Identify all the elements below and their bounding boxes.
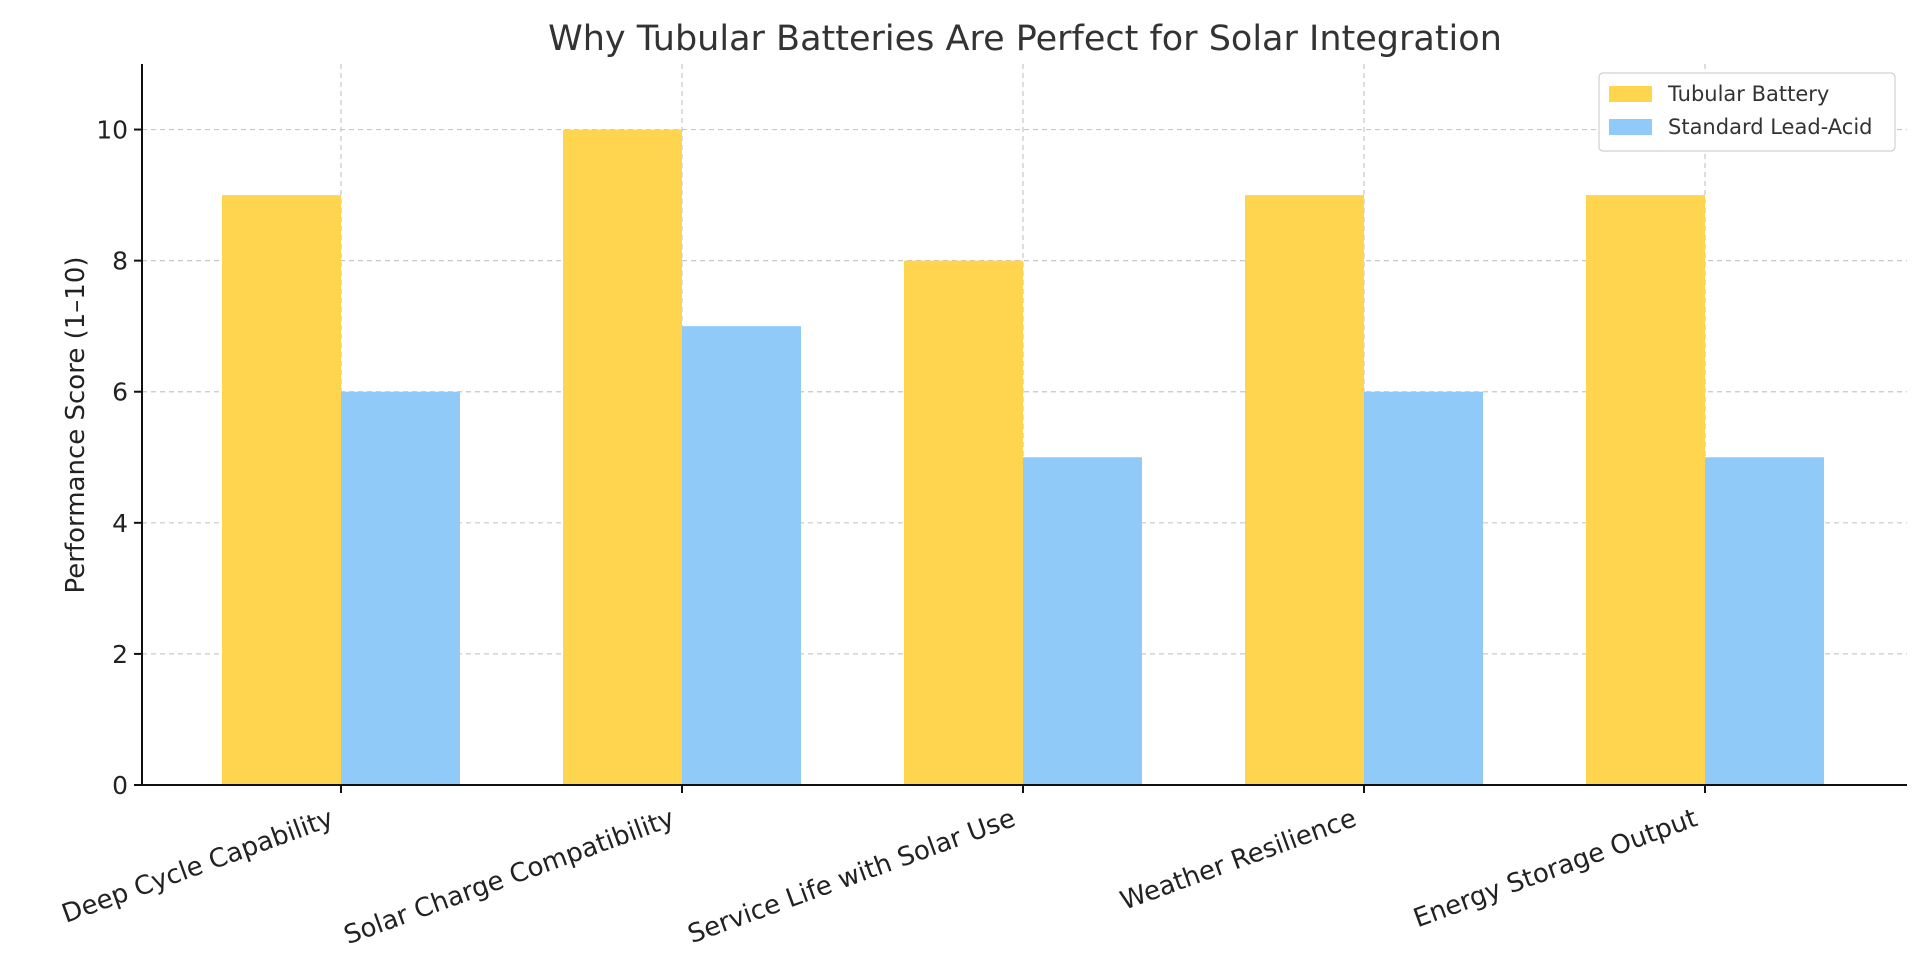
legend-swatch — [1609, 119, 1652, 135]
bar-standard-lead-acid — [341, 391, 460, 785]
bar-tubular-battery — [1586, 195, 1705, 785]
y-tick-label: 10 — [96, 116, 128, 145]
y-tick-label: 4 — [112, 509, 128, 538]
x-tick-label: Energy Storage Output — [1410, 803, 1702, 934]
y-axis-label: Performance Score (1–10) — [61, 256, 91, 593]
bar-standard-lead-acid — [1023, 457, 1142, 785]
x-tick-label: Solar Charge Compatibility — [340, 803, 678, 951]
bar-tubular-battery — [563, 129, 682, 785]
x-tick-label: Deep Cycle Capability — [58, 803, 337, 929]
y-tick-label: 2 — [112, 640, 128, 669]
bar-tubular-battery — [1245, 195, 1364, 785]
y-tick-label: 8 — [112, 247, 128, 276]
y-tick-label: 0 — [112, 771, 128, 800]
bar-standard-lead-acid — [1705, 457, 1824, 785]
legend-label: Standard Lead-Acid — [1668, 115, 1872, 139]
legend-box — [1598, 72, 1896, 152]
bars-layer — [222, 129, 1824, 785]
chart-title: Why Tubular Batteries Are Perfect for So… — [548, 19, 1502, 59]
x-tick-label: Weather Resilience — [1117, 803, 1361, 916]
bar-tubular-battery — [222, 195, 341, 785]
y-tick-label: 6 — [112, 378, 128, 407]
bar-standard-lead-acid — [1364, 391, 1483, 785]
legend-label: Tubular Battery — [1667, 82, 1829, 106]
bar-tubular-battery — [904, 260, 1023, 785]
bar-standard-lead-acid — [682, 326, 801, 785]
legend-swatch — [1609, 86, 1652, 102]
x-tick-label: Service Life with Solar Use — [684, 803, 1019, 950]
axes-layer — [134, 64, 1907, 793]
legend: Tubular Battery Standard Lead-Acid — [1598, 72, 1896, 152]
